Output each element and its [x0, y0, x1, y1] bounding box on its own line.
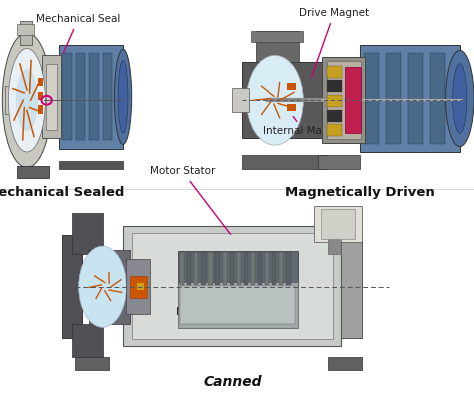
Bar: [251, 31, 303, 42]
Text: Canned: Canned: [203, 375, 262, 389]
Text: Internal Magnet: Internal Magnet: [263, 117, 346, 136]
Bar: [137, 283, 144, 290]
Ellipse shape: [79, 246, 127, 327]
Bar: [328, 66, 342, 78]
Bar: [327, 61, 361, 139]
Bar: [386, 53, 401, 144]
Bar: [17, 166, 49, 178]
Bar: [5, 87, 15, 114]
Bar: [130, 275, 147, 298]
Bar: [232, 88, 249, 112]
Bar: [430, 53, 445, 144]
Bar: [59, 160, 123, 169]
Text: Motor Rotor: Motor Rotor: [175, 289, 237, 317]
Ellipse shape: [2, 33, 52, 168]
Bar: [102, 53, 112, 140]
Bar: [318, 156, 360, 169]
Bar: [230, 252, 234, 285]
Bar: [72, 324, 102, 357]
Bar: [360, 45, 460, 152]
Bar: [76, 53, 85, 140]
Bar: [256, 31, 299, 62]
Bar: [75, 357, 109, 370]
Ellipse shape: [16, 69, 38, 131]
Text: Drive Magnet: Drive Magnet: [299, 8, 369, 77]
Bar: [287, 104, 296, 111]
Bar: [178, 282, 298, 328]
Bar: [46, 64, 57, 130]
Bar: [62, 235, 82, 338]
Bar: [328, 357, 362, 370]
Bar: [279, 252, 283, 285]
Bar: [286, 252, 291, 285]
Bar: [322, 57, 365, 143]
Ellipse shape: [446, 51, 474, 147]
Bar: [364, 53, 379, 144]
Text: Mechanical Sealed: Mechanical Sealed: [0, 186, 124, 199]
Bar: [314, 206, 362, 243]
Bar: [132, 233, 333, 338]
Bar: [201, 252, 206, 285]
Bar: [287, 83, 296, 90]
Bar: [42, 55, 62, 138]
Bar: [223, 252, 227, 285]
Bar: [62, 53, 72, 140]
Ellipse shape: [453, 64, 467, 133]
Bar: [38, 92, 43, 100]
Text: Motor Stator: Motor Stator: [150, 166, 230, 234]
Bar: [328, 239, 341, 253]
Bar: [265, 252, 269, 285]
Bar: [38, 105, 43, 114]
Bar: [328, 81, 342, 93]
Bar: [194, 252, 199, 285]
Bar: [258, 252, 262, 285]
Text: Mechanical Seal: Mechanical Seal: [36, 14, 120, 84]
Ellipse shape: [118, 61, 128, 133]
Bar: [244, 252, 248, 285]
Bar: [19, 21, 32, 45]
Bar: [17, 24, 34, 35]
Bar: [180, 252, 184, 285]
Bar: [216, 252, 220, 285]
Text: Magnetically Driven: Magnetically Driven: [285, 186, 435, 199]
Bar: [178, 251, 298, 287]
Bar: [209, 252, 213, 285]
Bar: [187, 252, 191, 285]
Bar: [180, 286, 295, 324]
Bar: [38, 78, 43, 87]
Bar: [72, 213, 102, 253]
Bar: [127, 259, 150, 314]
Bar: [408, 53, 423, 144]
Bar: [242, 62, 327, 138]
Bar: [328, 95, 342, 107]
Bar: [328, 110, 342, 122]
Bar: [341, 235, 362, 338]
Bar: [272, 252, 276, 285]
Bar: [242, 156, 327, 169]
Ellipse shape: [114, 49, 132, 144]
Bar: [321, 209, 355, 239]
Bar: [237, 252, 241, 285]
Bar: [123, 226, 341, 346]
Ellipse shape: [246, 55, 303, 145]
Bar: [89, 53, 99, 140]
Ellipse shape: [9, 49, 46, 152]
Bar: [251, 252, 255, 285]
Bar: [59, 45, 123, 148]
Bar: [345, 67, 361, 133]
Bar: [328, 124, 342, 136]
Bar: [89, 250, 130, 324]
